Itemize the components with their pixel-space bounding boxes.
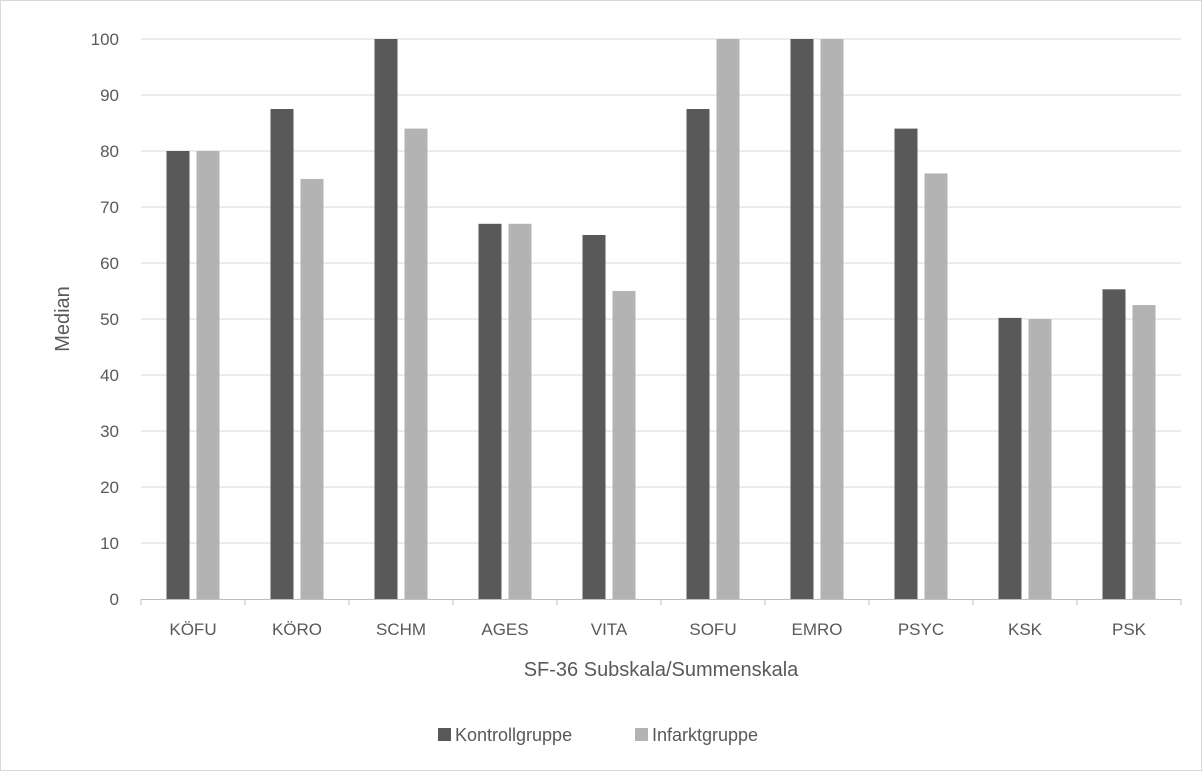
bar-kontrollgruppe-vita	[582, 235, 606, 599]
x-tick-label: EMRO	[792, 620, 843, 639]
bar-infarktgruppe-ksk	[1028, 319, 1052, 599]
bar-infarktgruppe-sofu	[716, 39, 740, 599]
x-tick-label: KÖFU	[169, 620, 216, 639]
legend: Kontrollgruppe Infarktgruppe	[438, 725, 758, 745]
x-tick-label: PSYC	[898, 620, 944, 639]
x-tick-label: SOFU	[689, 620, 736, 639]
x-tick-label: SCHM	[376, 620, 426, 639]
x-tick-label: KSK	[1008, 620, 1043, 639]
legend-label: Infarktgruppe	[652, 725, 758, 745]
bar-infarktgruppe-psk	[1132, 305, 1156, 599]
bar-infarktgruppe-ages	[508, 223, 532, 600]
y-tick-label: 20	[100, 478, 119, 497]
bar-kontrollgruppe-ages	[478, 223, 502, 600]
bar-kontrollgruppe-köfu	[166, 151, 190, 599]
x-tick-label: PSK	[1112, 620, 1147, 639]
bar-infarktgruppe-köro	[300, 179, 324, 599]
y-tick-label: 60	[100, 254, 119, 273]
legend-swatch	[438, 728, 451, 741]
y-tick-label: 90	[100, 86, 119, 105]
bar-infarktgruppe-vita	[612, 291, 636, 599]
bar-kontrollgruppe-psyc	[894, 128, 918, 599]
y-tick-label: 30	[100, 422, 119, 441]
legend-swatch	[635, 728, 648, 741]
x-axis-tick-labels: KÖFU KÖRO SCHM AGES VITA SOFU EMRO PSYC KSK PSK	[169, 620, 1146, 639]
y-tick-label: 50	[100, 310, 119, 329]
y-tick-label: 10	[100, 534, 119, 553]
x-tick-label: VITA	[591, 620, 628, 639]
y-tick-label: 0	[110, 590, 119, 609]
y-axis-tick-labels: 0 10 20 30 40 50 60 70 80 90 100	[91, 30, 119, 609]
bar-infarktgruppe-köfu	[196, 151, 220, 599]
y-tick-label: 80	[100, 142, 119, 161]
bars	[166, 39, 1156, 600]
x-tick-label: AGES	[481, 620, 528, 639]
legend-label: Kontrollgruppe	[455, 725, 572, 745]
x-axis-title: SF-36 Subskala/Summenskala	[524, 659, 799, 681]
y-axis-title: Median	[52, 286, 74, 352]
bar-infarktgruppe-emro	[820, 39, 844, 599]
bar-kontrollgruppe-köro	[270, 109, 294, 599]
y-tick-label: 100	[91, 30, 119, 49]
x-tick-label: KÖRO	[272, 620, 322, 639]
bar-infarktgruppe-psyc	[924, 173, 948, 599]
bar-kontrollgruppe-ksk	[998, 317, 1022, 599]
bar-kontrollgruppe-sofu	[686, 109, 710, 599]
bar-kontrollgruppe-schm	[374, 39, 398, 599]
y-tick-label: 70	[100, 198, 119, 217]
x-axis	[140, 599, 1182, 605]
bar-kontrollgruppe-psk	[1102, 289, 1126, 599]
gridlines	[141, 38, 1181, 544]
bar-infarktgruppe-schm	[404, 128, 428, 599]
bar-kontrollgruppe-emro	[790, 39, 814, 599]
y-tick-label: 40	[100, 366, 119, 385]
